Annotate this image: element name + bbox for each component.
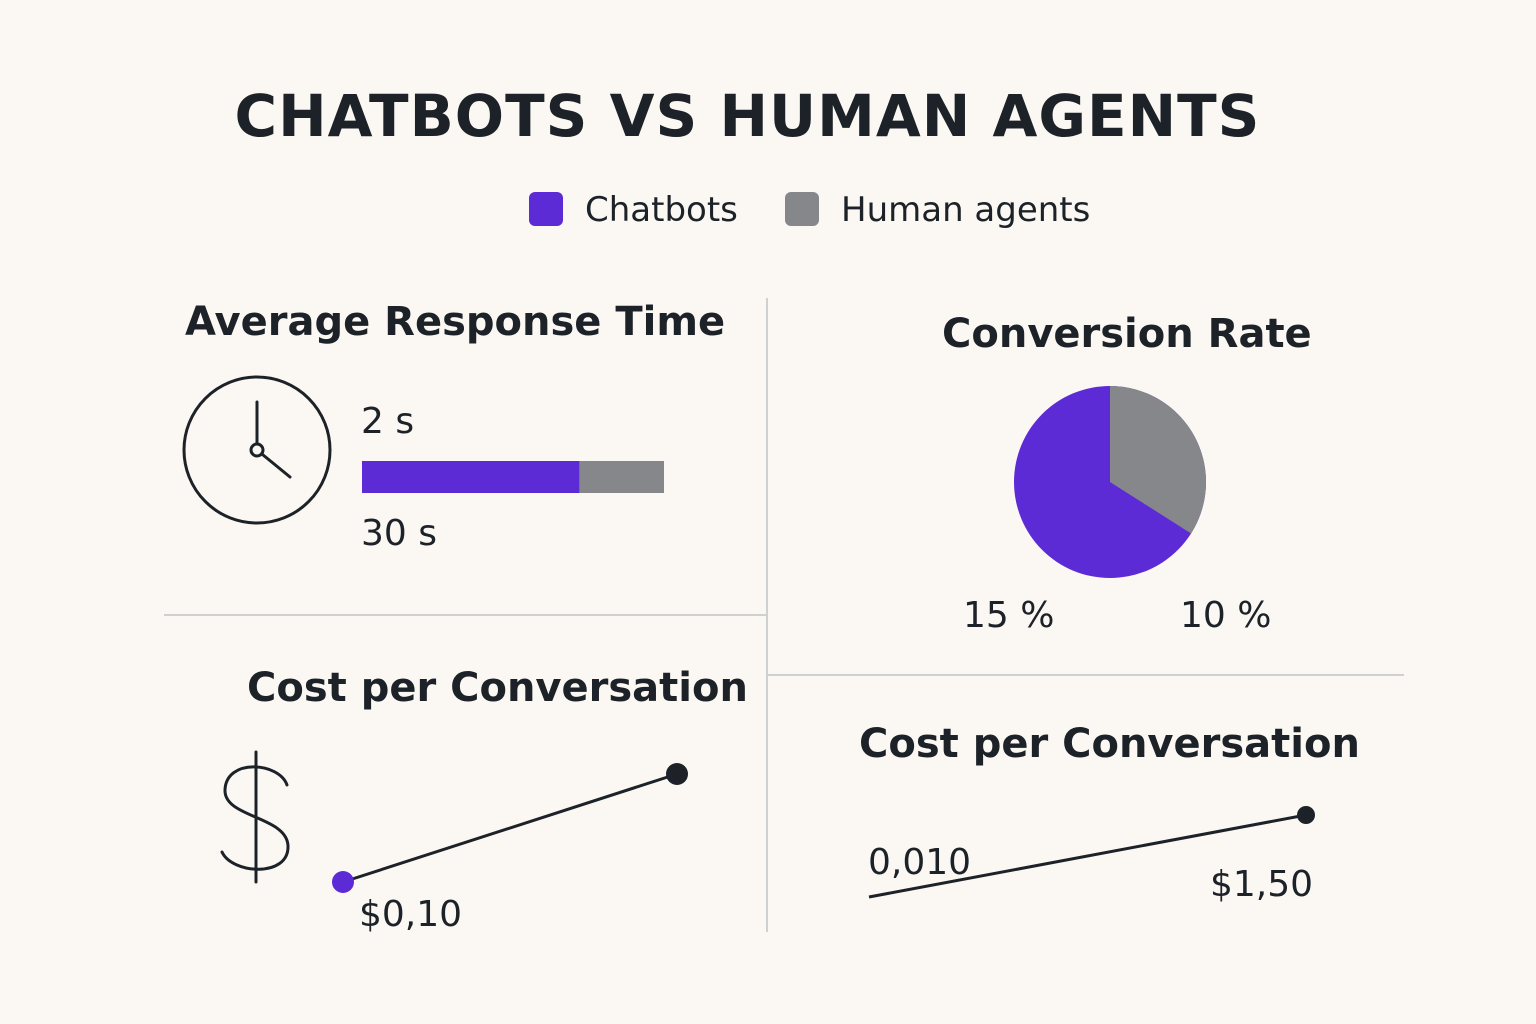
panel-title-cost-right: Cost per Conversation: [859, 721, 1360, 767]
chatbot-conversion-label: 15 %: [963, 595, 1055, 636]
panel-title-response-time: Average Response Time: [185, 299, 726, 345]
cost-right-end-point: [1297, 806, 1315, 824]
cost-point-human-agents: [666, 763, 688, 785]
divider-horizontal-left: [164, 614, 767, 616]
cost-end-label: $1,50: [1210, 864, 1314, 905]
cost-left-line: [332, 763, 688, 893]
conversion-pie: [1014, 386, 1206, 578]
cost-point-chatbots: [332, 871, 354, 893]
human-response-label: 30 s: [361, 513, 438, 554]
cost-right-segment: [868, 813, 1307, 899]
bar-segment-human-agents: [579, 461, 664, 493]
panel-title-conversion-rate: Conversion Rate: [942, 311, 1312, 357]
cost-start-label: 0,010: [868, 842, 972, 883]
legend-label-chatbots: Chatbots: [585, 190, 738, 230]
cost-left-segment: [342, 772, 678, 884]
divider-horizontal-right: [768, 674, 1404, 676]
clock-icon: [182, 375, 332, 525]
dollar-icon: [220, 750, 290, 884]
response-time-bar: [362, 461, 664, 493]
cost-right-line: [868, 806, 1315, 899]
legend-swatch-chatbots: [529, 192, 563, 226]
chatbot-response-label: 2 s: [361, 401, 415, 442]
divider-vertical: [766, 298, 768, 932]
legend-label-human-agents: Human agents: [841, 190, 1091, 230]
bar-segment-chatbots: [362, 461, 580, 493]
human-conversion-label: 10 %: [1180, 595, 1272, 636]
page-title: CHATBOTS VS HUMAN AGENTS: [234, 82, 1261, 150]
panel-title-cost-left: Cost per Conversation: [247, 665, 748, 711]
pie-slice-human-agents: [1110, 386, 1206, 534]
legend-swatch-human-agents: [785, 192, 819, 226]
chatbot-cost-label: $0,10: [359, 894, 463, 935]
